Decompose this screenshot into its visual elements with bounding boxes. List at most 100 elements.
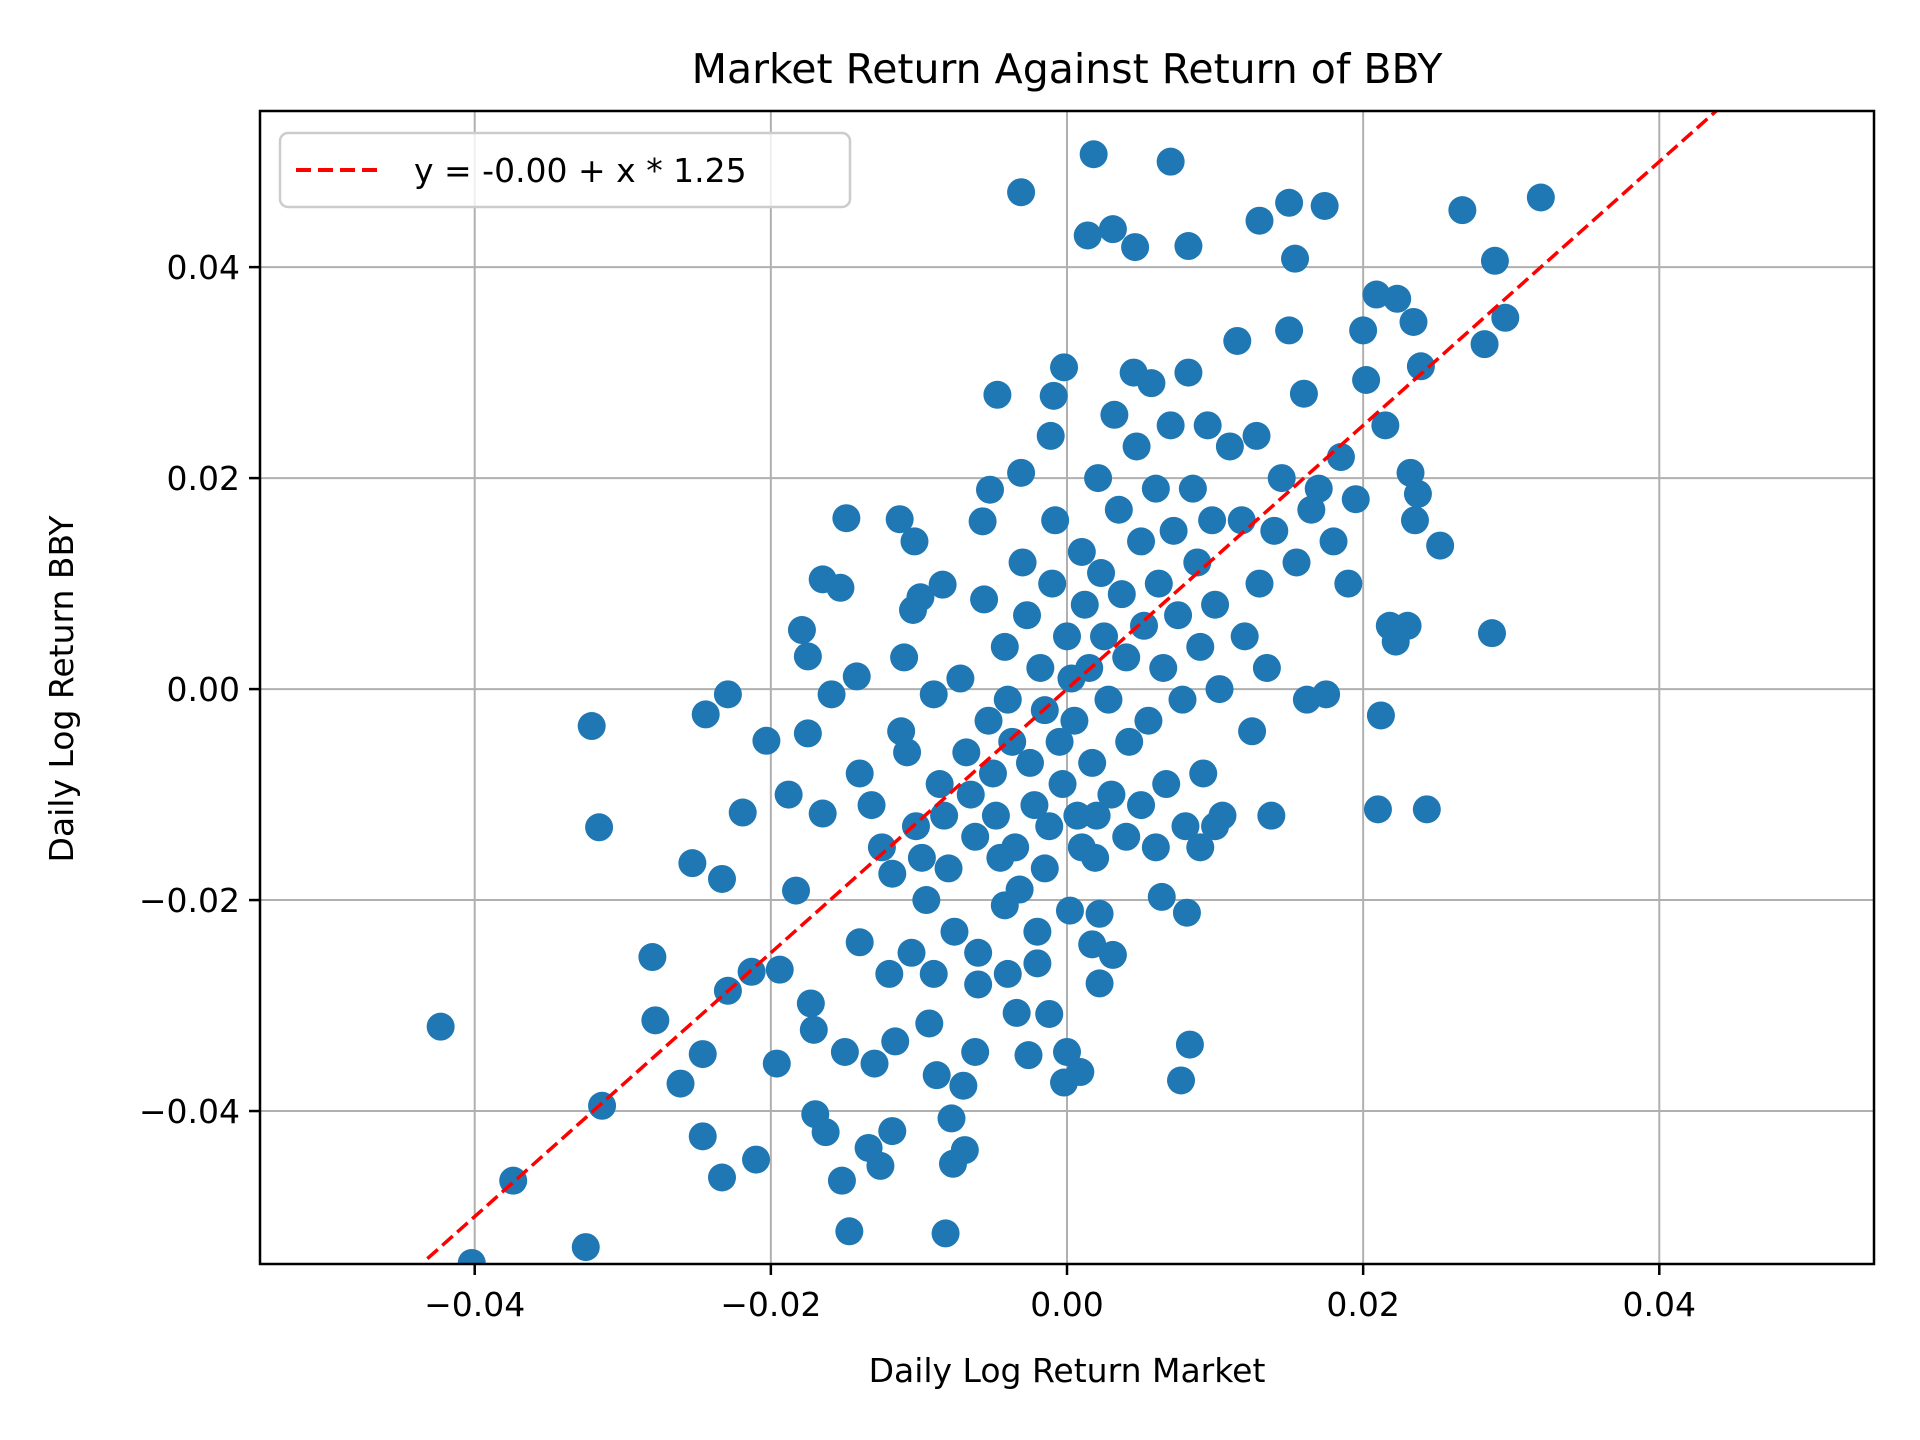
x-tick-label: 0.00 bbox=[1030, 1285, 1103, 1324]
data-point bbox=[1014, 1041, 1043, 1070]
data-point bbox=[577, 712, 606, 741]
data-point bbox=[1227, 506, 1256, 535]
data-point bbox=[1023, 949, 1052, 978]
data-point bbox=[1245, 206, 1274, 235]
data-point bbox=[1171, 812, 1200, 841]
data-point bbox=[970, 585, 999, 614]
data-point bbox=[1383, 284, 1412, 313]
data-point bbox=[952, 738, 981, 767]
data-point bbox=[907, 843, 936, 872]
data-point bbox=[691, 700, 720, 729]
data-point bbox=[832, 504, 861, 533]
data-point bbox=[978, 759, 1007, 788]
x-tick-label: −0.02 bbox=[720, 1285, 821, 1324]
data-point bbox=[1201, 590, 1230, 619]
data-point bbox=[842, 662, 871, 691]
data-point bbox=[1168, 685, 1197, 714]
data-point bbox=[585, 813, 614, 842]
data-point bbox=[922, 1061, 951, 1090]
data-point bbox=[1127, 791, 1156, 820]
data-point bbox=[1477, 619, 1506, 648]
data-point bbox=[817, 680, 846, 709]
data-point bbox=[641, 1006, 670, 1035]
data-point bbox=[808, 799, 837, 828]
data-point bbox=[678, 849, 707, 878]
x-tick-label: −0.04 bbox=[424, 1285, 525, 1324]
data-point bbox=[893, 738, 922, 767]
data-point bbox=[1070, 590, 1099, 619]
data-point bbox=[1281, 244, 1310, 273]
data-point bbox=[1098, 215, 1127, 244]
y-tick-label: 0.02 bbox=[167, 459, 240, 498]
data-point bbox=[1144, 569, 1173, 598]
data-point bbox=[946, 664, 975, 693]
data-point bbox=[1491, 303, 1520, 332]
data-point bbox=[887, 717, 916, 746]
data-point bbox=[885, 505, 914, 534]
data-point bbox=[1470, 330, 1499, 359]
data-point bbox=[752, 726, 781, 755]
data-point bbox=[1041, 506, 1070, 535]
data-point bbox=[919, 959, 948, 988]
data-point bbox=[1002, 998, 1031, 1027]
data-point bbox=[915, 1009, 944, 1038]
x-tick-label: 0.02 bbox=[1326, 1285, 1399, 1324]
data-point bbox=[949, 1071, 978, 1100]
data-point bbox=[1334, 569, 1363, 598]
data-point bbox=[782, 876, 811, 905]
data-point bbox=[1245, 569, 1274, 598]
data-point bbox=[1159, 516, 1188, 545]
data-point bbox=[845, 759, 874, 788]
data-point bbox=[1252, 653, 1281, 682]
data-point bbox=[860, 1049, 889, 1078]
data-point bbox=[1008, 548, 1037, 577]
data-point bbox=[1149, 653, 1178, 682]
data-point bbox=[1167, 1066, 1196, 1095]
legend-label: y = -0.00 + x * 1.25 bbox=[414, 151, 747, 190]
data-point bbox=[1282, 548, 1311, 577]
data-point bbox=[827, 1166, 856, 1195]
data-point bbox=[1078, 748, 1107, 777]
data-point bbox=[713, 680, 742, 709]
y-tick-label: −0.04 bbox=[139, 1092, 240, 1131]
data-point bbox=[1098, 940, 1127, 969]
data-point bbox=[1127, 527, 1156, 556]
data-point bbox=[1215, 432, 1244, 461]
data-point bbox=[1352, 365, 1381, 394]
data-point bbox=[1152, 770, 1181, 799]
data-point bbox=[1066, 1058, 1095, 1087]
data-point bbox=[1186, 632, 1215, 661]
data-point bbox=[1312, 680, 1341, 709]
y-axis-ticks: −0.04 −0.02 0.00 0.02 0.04 bbox=[139, 248, 260, 1131]
data-point bbox=[1400, 506, 1429, 535]
data-point bbox=[961, 1037, 990, 1066]
data-point bbox=[666, 1069, 695, 1098]
data-point bbox=[1260, 516, 1289, 545]
data-point bbox=[1341, 485, 1370, 514]
y-tick-label: 0.04 bbox=[167, 248, 240, 287]
data-point bbox=[906, 583, 935, 612]
data-point bbox=[1115, 727, 1144, 756]
data-point bbox=[897, 938, 926, 967]
data-point bbox=[1366, 701, 1395, 730]
data-point bbox=[1084, 464, 1113, 493]
data-point bbox=[1023, 917, 1052, 946]
data-point bbox=[940, 917, 969, 946]
data-point bbox=[890, 643, 919, 672]
data-point bbox=[457, 1248, 486, 1264]
data-point bbox=[1183, 548, 1212, 577]
data-point bbox=[866, 1151, 895, 1180]
data-point bbox=[1310, 191, 1339, 220]
data-point bbox=[774, 780, 803, 809]
data-point bbox=[1087, 559, 1116, 588]
data-point bbox=[787, 616, 816, 645]
legend: y = -0.00 + x * 1.25 bbox=[278, 131, 852, 209]
data-point bbox=[1039, 381, 1068, 410]
data-point bbox=[867, 833, 896, 862]
data-point bbox=[1073, 221, 1102, 250]
data-point bbox=[1349, 316, 1378, 345]
data-point bbox=[799, 1015, 828, 1044]
data-point bbox=[1198, 506, 1227, 535]
data-point bbox=[1156, 147, 1185, 176]
data-point bbox=[964, 970, 993, 999]
